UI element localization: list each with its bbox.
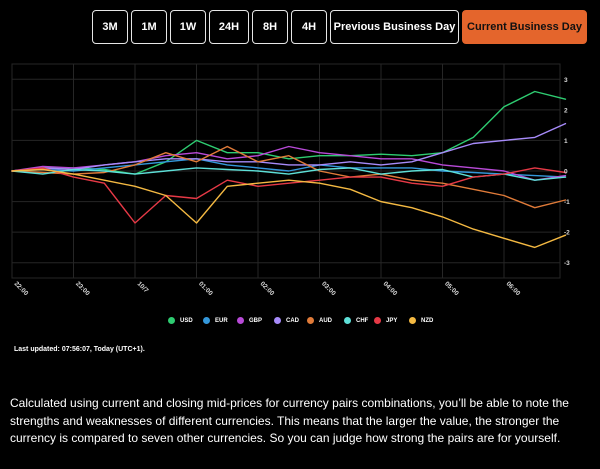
legend-label: NZD: [421, 317, 434, 324]
series-line-jpy: [11, 167, 567, 224]
legend-dot-nzd: [409, 317, 416, 324]
series-line-nzd: [11, 168, 567, 249]
y-tick-label: -2: [564, 230, 570, 237]
legend-item-cad[interactable]: CAD: [274, 317, 299, 324]
legend-dot-aud: [307, 317, 314, 324]
legend-label: USD: [180, 317, 193, 324]
timeframe-button-previous-business-day[interactable]: Previous Business Day: [330, 10, 459, 44]
timeframe-button-3m[interactable]: 3M: [92, 10, 128, 44]
series-line-gbp: [11, 145, 567, 181]
legend-item-gbp[interactable]: GBP: [237, 317, 262, 324]
currency-strength-chart: 22:00 23:00 10/7 01:00 02:00 03:00 04:00 05:00 0…: [11, 63, 570, 297]
legend-label: CAD: [286, 317, 299, 324]
chart-legend: USD EUR GBP CAD AUD CHF JPY NZD: [0, 317, 600, 329]
x-tick-label: 06:00: [505, 280, 522, 297]
timeframe-button-1m[interactable]: 1M: [131, 10, 167, 44]
legend-label: JPY: [386, 317, 398, 324]
x-tick-label: 05:00: [443, 280, 460, 297]
x-tick-label: 03:00: [320, 280, 337, 297]
legend-item-usd[interactable]: USD: [168, 317, 193, 324]
y-tick-label: -3: [564, 260, 570, 267]
legend-label: EUR: [215, 317, 228, 324]
legend-dot-jpy: [374, 317, 381, 324]
series-line-eur: [11, 158, 567, 178]
x-tick-label: 04:00: [382, 280, 399, 297]
legend-item-aud[interactable]: AUD: [307, 317, 332, 324]
legend-label: CHF: [356, 317, 369, 324]
x-tick-label: 22:00: [13, 280, 30, 297]
x-axis-ticks: 22:00 23:00 10/7 01:00 02:00 03:00 04:00 05:00 0…: [13, 280, 522, 297]
legend-dot-cad: [274, 317, 281, 324]
series-line-aud: [11, 145, 567, 209]
y-tick-label: 1: [564, 138, 568, 145]
last-updated-text: Last updated: 07:56:07, Today (UTC+1).: [14, 346, 145, 353]
legend-label: AUD: [319, 317, 332, 324]
y-axis-ticks: 3 2 1 0 -1 -2 -3: [564, 77, 570, 267]
timeframe-button-current-business-day[interactable]: Current Business Day: [462, 10, 587, 44]
legend-dot-gbp: [237, 317, 244, 324]
timeframe-button-1w[interactable]: 1W: [170, 10, 206, 44]
series-line-usd: [11, 90, 567, 175]
y-tick-label: 2: [564, 107, 568, 114]
series-line-cad: [11, 122, 567, 172]
legend-dot-eur: [203, 317, 210, 324]
legend-dot-usd: [168, 317, 175, 324]
legend-label: GBP: [249, 317, 263, 324]
timeframe-button-8h[interactable]: 8H: [252, 10, 288, 44]
y-tick-label: 3: [564, 77, 568, 84]
description-text: Calculated using current and closing mid…: [10, 396, 569, 445]
x-tick-label: 10/7: [136, 280, 150, 294]
y-tick-label: -1: [564, 199, 570, 206]
legend-item-jpy[interactable]: JPY: [374, 317, 397, 324]
x-tick-label: 01:00: [197, 280, 214, 297]
y-tick-label: 0: [564, 169, 568, 176]
x-tick-label: 02:00: [259, 280, 276, 297]
legend-item-eur[interactable]: EUR: [203, 317, 228, 324]
chart-series: [11, 90, 567, 249]
x-tick-label: 23:00: [74, 280, 91, 297]
legend-item-nzd[interactable]: NZD: [409, 317, 433, 324]
timeframe-button-4h[interactable]: 4H: [291, 10, 327, 44]
legend-item-chf[interactable]: CHF: [344, 317, 368, 324]
timeframe-button-row: 3M 1M 1W 24H 8H 4H Previous Business Day…: [0, 10, 600, 46]
timeframe-button-24h[interactable]: 24H: [209, 10, 249, 44]
legend-dot-chf: [344, 317, 351, 324]
